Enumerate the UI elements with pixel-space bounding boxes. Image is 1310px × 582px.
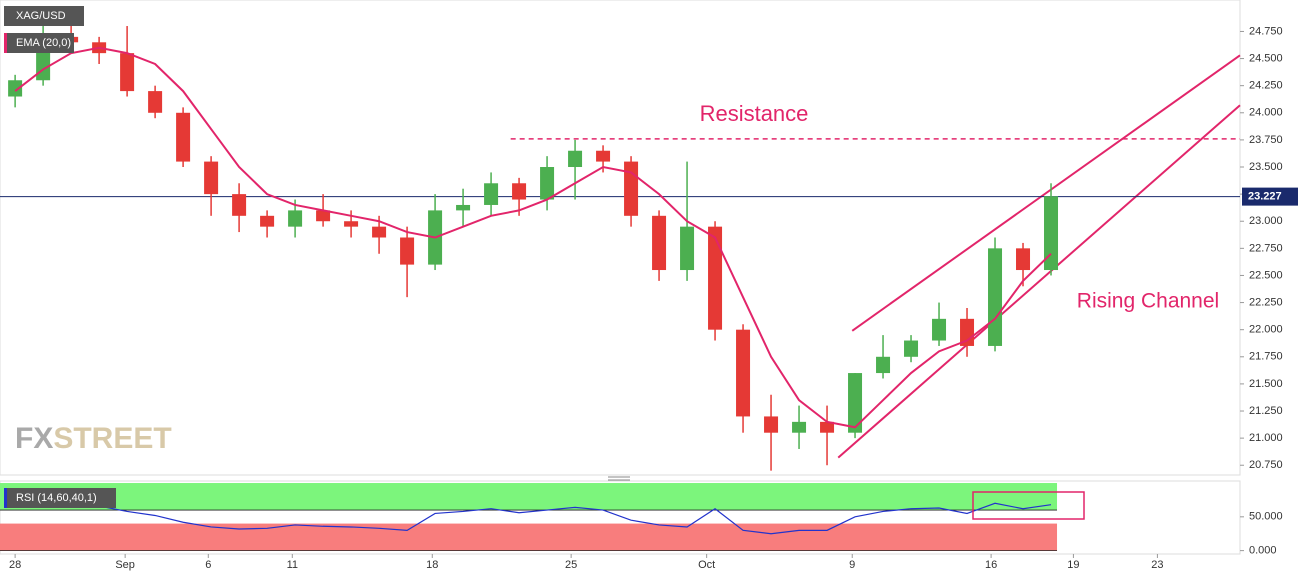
- rsi-zone: [0, 523, 1058, 551]
- rsi-highlight: [972, 491, 1085, 520]
- x-tick-label: 25: [565, 559, 577, 571]
- candle-body: [316, 210, 331, 222]
- candle-body: [820, 421, 835, 433]
- candle-body: [484, 183, 499, 205]
- y-tick-label: 22.000: [1249, 324, 1283, 336]
- x-tick-label: 28: [9, 559, 21, 571]
- x-tick-label: 23: [1151, 559, 1163, 571]
- y-tick-label: 22.750: [1249, 242, 1283, 254]
- channel-line: [837, 104, 1241, 459]
- y-tick-label: 24.000: [1249, 107, 1283, 119]
- candle-body: [960, 318, 975, 346]
- ema-line: [14, 46, 1052, 429]
- legend-swatch: [4, 488, 7, 508]
- legend-box: [4, 33, 74, 53]
- last-price-label: 23.227: [1248, 191, 1282, 203]
- candle-body: [372, 226, 387, 238]
- x-tick-label: 11: [287, 559, 298, 571]
- y-tick-label: 21.000: [1249, 432, 1283, 444]
- candle-body: [624, 161, 639, 216]
- x-tick-label: 16: [985, 559, 997, 571]
- y-tick-label: 23.750: [1249, 134, 1283, 146]
- x-tick-label: Oct: [698, 559, 715, 571]
- candle-body: [1016, 248, 1031, 271]
- candle-body: [708, 226, 723, 330]
- legend-rsi: RSI (14,60,40,1): [16, 492, 97, 504]
- y-tick-label: 21.250: [1249, 405, 1283, 417]
- candle-body: [1044, 196, 1059, 271]
- candle-body: [204, 161, 219, 195]
- x-tick-label: 19: [1067, 559, 1079, 571]
- candle-body: [120, 53, 135, 92]
- y-tick-label: 22.250: [1249, 296, 1283, 308]
- candle-body: [932, 318, 947, 341]
- candle-body: [988, 248, 1003, 346]
- legend-box: [4, 6, 84, 26]
- last-price-box: [1242, 187, 1298, 206]
- channel-label: Rising Channel: [1077, 290, 1219, 313]
- rsi-y-tick-label: 50.000: [1249, 511, 1283, 523]
- y-tick-label: 20.750: [1249, 459, 1283, 471]
- y-tick-label: 22.500: [1249, 269, 1283, 281]
- y-tick-label: 21.500: [1249, 378, 1283, 390]
- x-tick-label: 6: [205, 559, 211, 571]
- candle-body: [148, 91, 163, 113]
- candle-body: [764, 416, 779, 433]
- candle-body: [652, 215, 667, 271]
- candle-body: [176, 112, 191, 162]
- rsi-zone: [0, 483, 1058, 511]
- candle-body: [848, 373, 863, 433]
- candle-body: [540, 167, 555, 200]
- x-tick-label: 18: [426, 559, 438, 571]
- legend-swatch: [4, 33, 7, 53]
- legend-price: XAG/USD: [16, 10, 66, 22]
- watermark-part: STREET: [53, 422, 171, 455]
- candle-body: [876, 356, 891, 374]
- candle-body: [232, 194, 247, 216]
- candle-body: [596, 150, 611, 162]
- y-tick-label: 23.500: [1249, 161, 1283, 173]
- legend-ema: EMA (20,0): [16, 37, 71, 49]
- candle-body: [400, 237, 415, 265]
- candle-body: [792, 421, 807, 433]
- price-pane: [0, 0, 1241, 476]
- candle-body: [904, 340, 919, 357]
- channel-line: [851, 54, 1241, 332]
- candle-body: [260, 215, 275, 227]
- candle-body: [288, 210, 303, 227]
- resistance-label: Resistance: [700, 101, 809, 126]
- y-tick-label: 24.750: [1249, 25, 1283, 37]
- watermark: FXSTREET: [15, 422, 172, 455]
- candle-body: [736, 329, 751, 417]
- candle-body: [456, 204, 471, 211]
- y-tick-label: 24.500: [1249, 52, 1283, 64]
- rsi-y-tick-label: 0.000: [1249, 545, 1277, 557]
- y-tick-label: 21.750: [1249, 351, 1283, 363]
- y-tick-label: 23.000: [1249, 215, 1283, 227]
- y-tick-label: 24.250: [1249, 80, 1283, 92]
- candle-body: [8, 80, 23, 97]
- candle-body: [680, 226, 695, 271]
- candle-body: [568, 150, 583, 168]
- x-tick-label: Sep: [115, 559, 135, 571]
- legend-box: [4, 488, 116, 508]
- x-tick-label: 9: [849, 559, 855, 571]
- rsi-pane: [0, 480, 1241, 555]
- candle-body: [512, 183, 527, 200]
- candle-body: [344, 221, 359, 227]
- watermark-part: FX: [15, 422, 53, 455]
- rsi-line: [15, 501, 1052, 535]
